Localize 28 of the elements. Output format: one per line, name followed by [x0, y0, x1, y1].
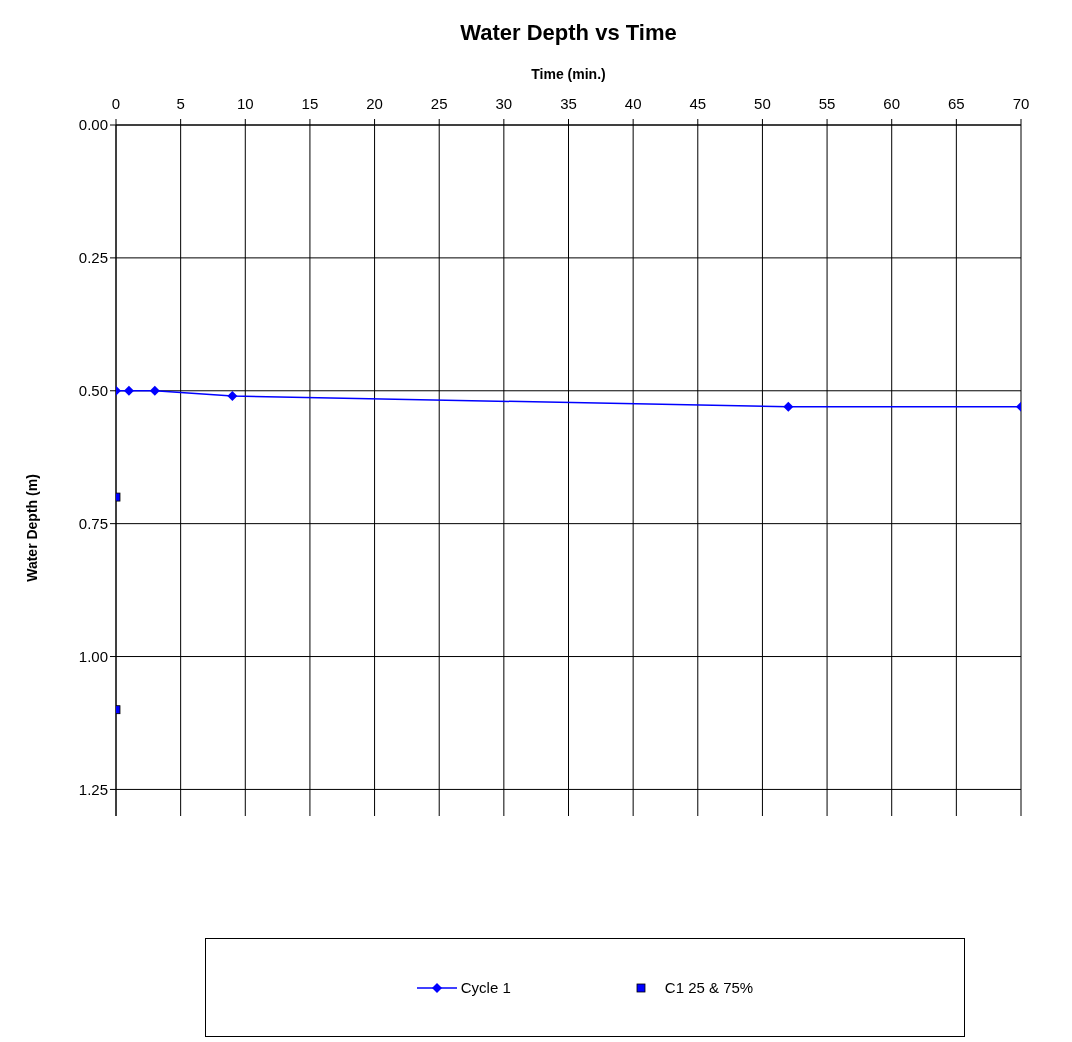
x-tick-label: 15: [301, 95, 319, 112]
x-tick-label: 40: [624, 95, 642, 112]
x-tick-label: 70: [1012, 95, 1030, 112]
x-tick-label: 30: [495, 95, 513, 112]
legend-label: C1 25 & 75%: [664, 979, 754, 996]
x-axis-title: Time (min.): [530, 66, 607, 82]
point: [227, 391, 238, 402]
x-tick-label: 50: [754, 95, 771, 112]
y-axis-title: Water Depth (m): [24, 474, 40, 582]
x-tick-label: 20: [366, 95, 383, 112]
y-tick-label: 1.00: [78, 647, 108, 665]
legend-label: Cycle 1: [460, 979, 511, 996]
x-tick-label: 0: [111, 95, 121, 112]
x-tick-label: 5: [176, 95, 185, 112]
y-tick-label: 0.00: [78, 116, 108, 134]
y-tick-label: 0.75: [78, 514, 108, 532]
y-tick-label: 0.50: [78, 382, 108, 400]
x-tick-label: 45: [689, 95, 707, 112]
x-tick-label: 55: [818, 95, 836, 112]
point: [783, 401, 794, 412]
y-tick-label: 1.25: [78, 780, 108, 798]
chart-title: Water Depth vs Time: [459, 20, 678, 46]
x-tick-label: 60: [883, 95, 901, 112]
y-tick-label: 0.25: [78, 249, 108, 267]
x-tick-label: 25: [430, 95, 448, 112]
x-tick-label: 35: [560, 95, 577, 112]
x-tick-label: 10: [236, 95, 254, 112]
x-tick-label: 65: [948, 95, 965, 112]
